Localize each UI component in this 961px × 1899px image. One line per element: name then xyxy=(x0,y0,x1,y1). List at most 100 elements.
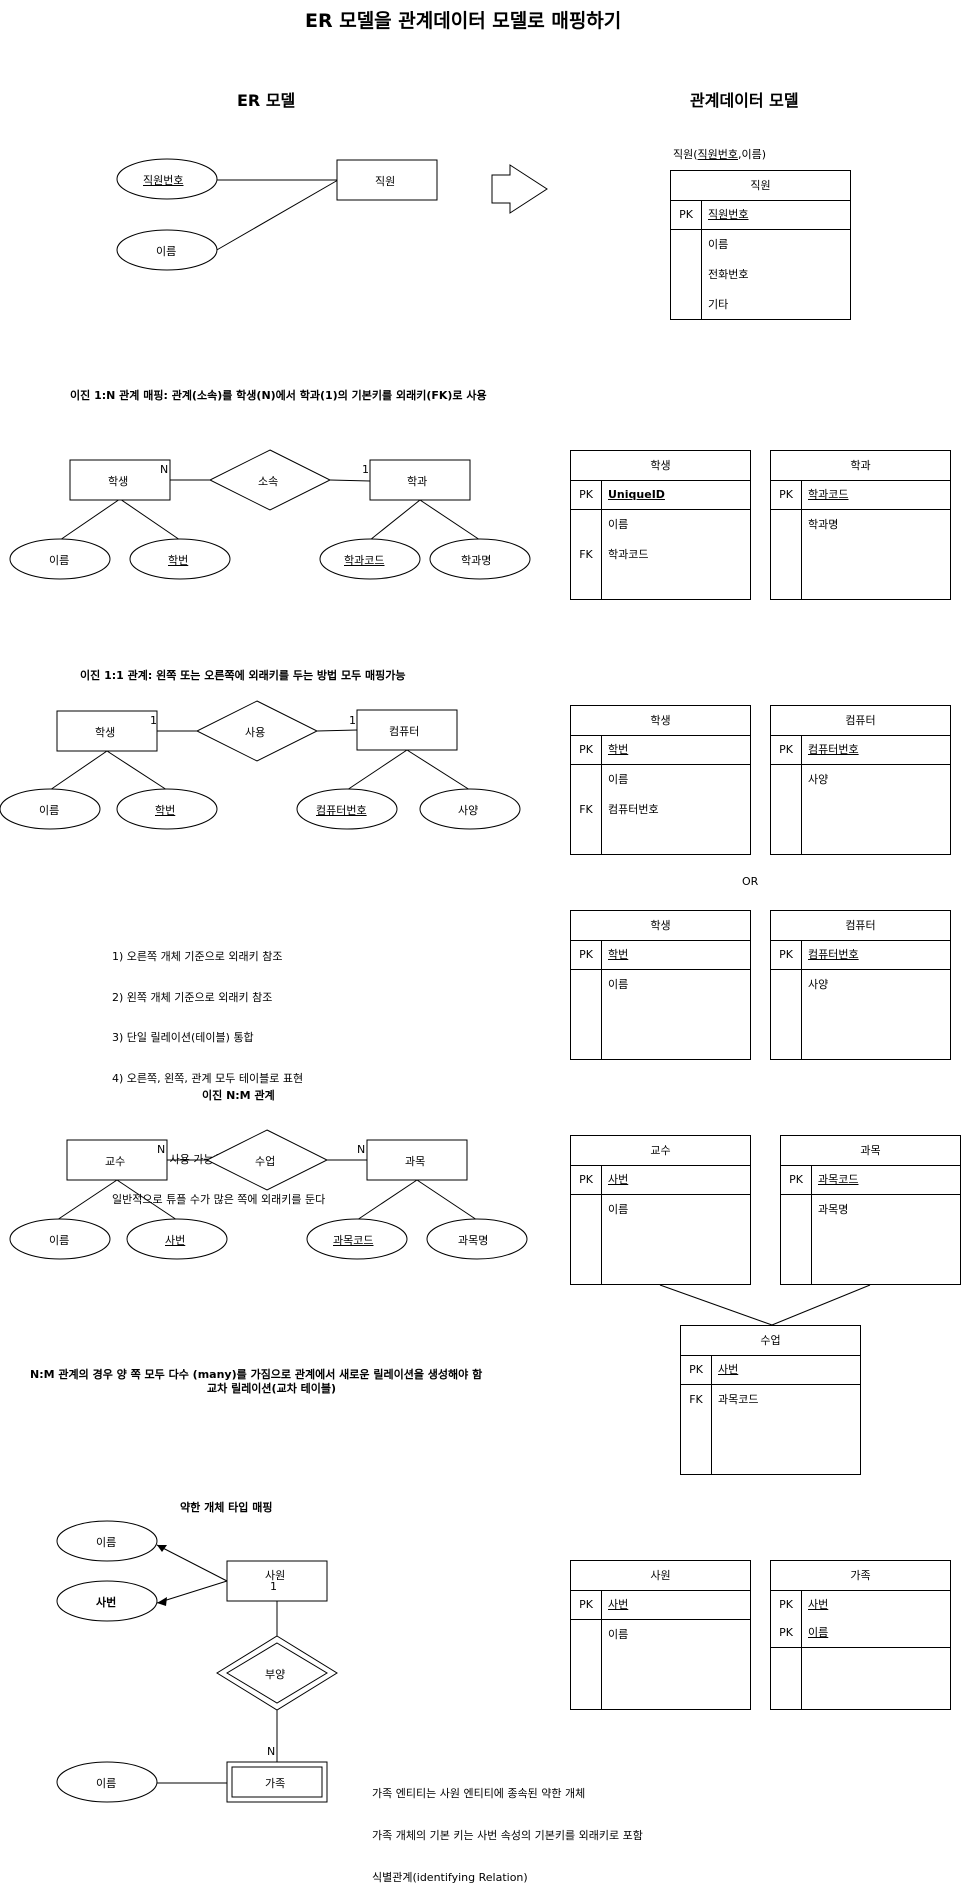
attribute-employee-id xyxy=(116,158,218,200)
field: 컴퓨터번호 xyxy=(608,803,659,816)
pk-label: PK xyxy=(789,1173,803,1186)
relationship-label: 사용 xyxy=(245,726,266,739)
entity-professor xyxy=(66,1139,168,1181)
attribute xyxy=(126,1218,228,1260)
table-employee: 사원 PK 사번 이름 xyxy=(570,1560,751,1710)
attr-label: 과목코드 xyxy=(333,1234,374,1247)
table-name: 사원 xyxy=(571,1561,750,1591)
entity-department-label: 학과 xyxy=(407,475,428,488)
entity-course-label: 과목 xyxy=(405,1155,426,1168)
relational-model-heading: 관계데이터 모델 xyxy=(690,91,799,110)
section3-caption: 이진 1:1 관계: 왼쪽 또는 오른쪽에 외래키를 두는 방법 모두 매핑가능 xyxy=(80,669,406,682)
pk-label: PK xyxy=(579,1173,593,1186)
attr-label: 이름 xyxy=(96,1777,117,1790)
entity-course xyxy=(366,1139,468,1181)
attribute xyxy=(0,788,101,830)
cardinality: 1 xyxy=(270,1580,277,1593)
table-professor: 교수 PK 사번 이름 xyxy=(570,1135,751,1285)
attribute xyxy=(56,1580,158,1622)
note-line: 가족 엔티티는 사원 엔티티에 종속된 약한 개체 xyxy=(372,1787,586,1800)
field: 학과명 xyxy=(808,518,839,531)
pk-field: 컴퓨터번호 xyxy=(808,948,859,961)
attr-label: 사번 xyxy=(96,1596,117,1609)
field: 기타 xyxy=(708,298,729,311)
attr-label: 학번 xyxy=(168,554,189,567)
entity-employee-label: 사원 xyxy=(265,1569,286,1582)
cardinality: N xyxy=(160,463,169,476)
section2-er xyxy=(9,449,531,580)
field: 전화번호 xyxy=(708,268,749,281)
table-name: 학생 xyxy=(571,911,750,941)
pk-label: PK xyxy=(779,1626,793,1639)
weak-entity-inner xyxy=(231,1766,323,1798)
pk-label: PK xyxy=(579,1598,593,1611)
weak-entity-label: 가족 xyxy=(265,1777,286,1790)
entity-student xyxy=(56,710,158,752)
table-class-cross: 수업 PK 사번 FK 과목코드 xyxy=(680,1325,861,1475)
note-line: 4) 오른쪽, 왼쪽, 관계 모두 테이블로 표현 xyxy=(112,1071,304,1085)
table-student: 학생 PK UniqueID 이름 FK 학과코드 xyxy=(570,450,751,600)
attribute-name xyxy=(116,229,218,271)
attr-label: 이름 xyxy=(49,554,70,567)
field: 과목명 xyxy=(818,1203,849,1216)
table-computer-alt: 컴퓨터 PK 컴퓨터번호 사양 xyxy=(770,910,951,1060)
section5-caption: 약한 개체 타입 매핑 xyxy=(180,1501,273,1514)
entity-department xyxy=(369,459,471,501)
cardinality: 1 xyxy=(362,463,369,476)
table-name: 학생 xyxy=(571,451,750,481)
attribute xyxy=(9,538,111,580)
attr-label: 학과명 xyxy=(461,554,492,567)
field: 사양 xyxy=(808,773,829,786)
table-course: 과목 PK 과목코드 과목명 xyxy=(780,1135,961,1285)
pk-label: PK xyxy=(579,743,593,756)
pk-label: PK xyxy=(779,488,793,501)
pk-label: PK xyxy=(779,948,793,961)
table-name: 학과 xyxy=(771,451,950,481)
employee-schema: 직원(직원번호,이름) xyxy=(673,148,767,161)
entity-professor-label: 교수 xyxy=(105,1155,126,1168)
cardinality: 1 xyxy=(349,714,356,727)
pk-field: 사번 xyxy=(718,1363,739,1376)
note-line: 1) 오른쪽 개체 기준으로 외래키 참조 xyxy=(112,950,283,963)
table-computer: 컴퓨터 PK 컴퓨터번호 사양 xyxy=(770,705,951,855)
table-name: 교수 xyxy=(571,1136,750,1166)
table-name: 컴퓨터 xyxy=(771,706,950,736)
relationship-class xyxy=(205,1129,329,1191)
field: 사양 xyxy=(808,978,829,991)
table-name: 가족 xyxy=(771,1561,950,1591)
attribute xyxy=(426,1218,528,1260)
pk-row: PK 직원번호 xyxy=(671,201,850,230)
pk-label: PK xyxy=(579,948,593,961)
attribute xyxy=(116,788,218,830)
entity-student-label: 학생 xyxy=(108,475,129,488)
attribute xyxy=(129,538,231,580)
note-line: 2) 왼쪽 개체 기준으로 외래키 참조 xyxy=(112,990,273,1004)
section4-note-line2: 교차 릴레이션(교차 테이블) xyxy=(207,1382,337,1395)
er-model-heading: ER 모델 xyxy=(237,91,296,110)
pk-field: 이름 xyxy=(808,1626,829,1639)
page-title: ER 모델을 관계데이터 모델로 매핑하기 xyxy=(305,10,622,32)
pk-label: PK xyxy=(579,488,593,501)
table-name: 과목 xyxy=(781,1136,960,1166)
attr-label: 이름 xyxy=(39,804,60,817)
section3-er xyxy=(0,700,521,830)
entity-computer-label: 컴퓨터 xyxy=(389,725,420,738)
note-line: 식별관계(identifying Relation) xyxy=(372,1871,528,1884)
attr-label: 학과코드 xyxy=(344,554,385,567)
entity-student xyxy=(69,459,171,501)
attribute xyxy=(56,1761,158,1803)
identifying-relationship-inner xyxy=(226,1642,328,1704)
table-employee: 직원 PK 직원번호 이름 전화번호 기타 xyxy=(670,170,851,320)
note-line: 일반적으로 튜플 수가 많은 쪽에 외래키를 둔다 xyxy=(112,1193,326,1206)
attribute xyxy=(296,788,398,830)
entity-employee-label: 직원 xyxy=(375,175,396,188)
attr-label: 학번 xyxy=(155,804,176,817)
attribute xyxy=(56,1520,158,1562)
or-label: OR xyxy=(742,875,759,888)
pk-field: 컴퓨터번호 xyxy=(808,743,859,756)
table-department: 학과 PK 학과코드 학과명 xyxy=(770,450,951,600)
attr-label: 컴퓨터번호 xyxy=(316,804,367,817)
cardinality: N xyxy=(157,1143,166,1156)
relationship-label: 소속 xyxy=(258,475,279,488)
note-line: 가족 개체의 기본 키는 사번 속성의 기본키를 외래키로 포함 xyxy=(372,1829,643,1842)
